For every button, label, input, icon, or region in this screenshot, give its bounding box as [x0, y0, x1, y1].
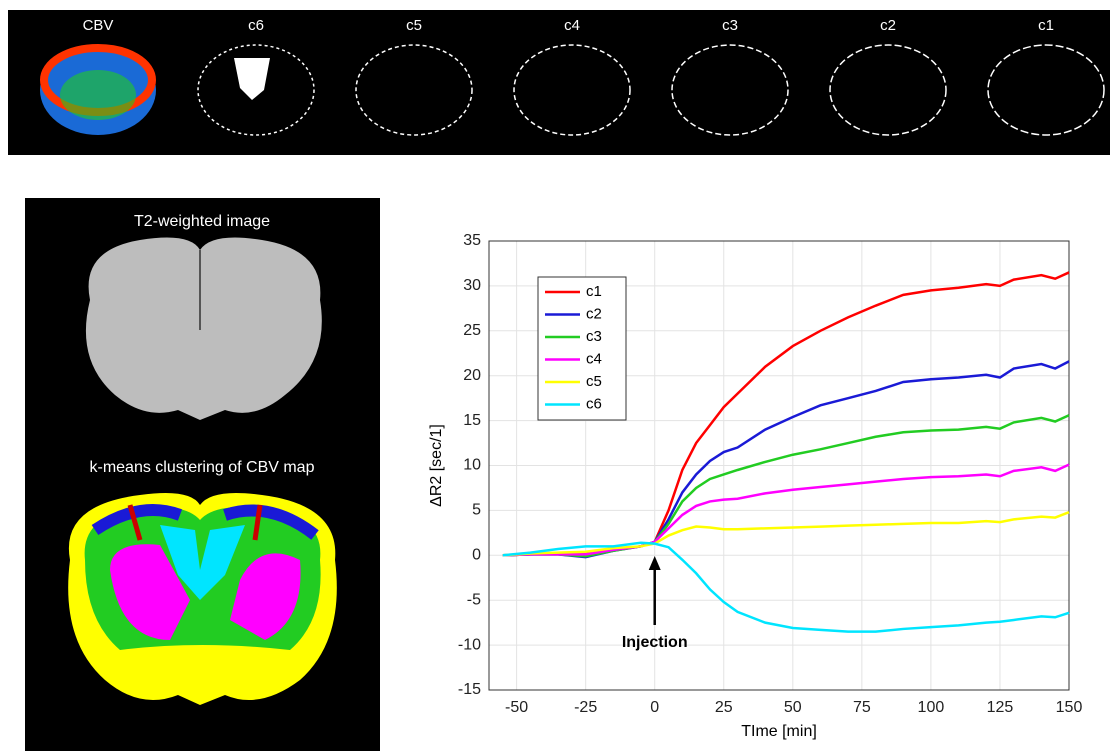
x-tick-label: 150	[1056, 699, 1083, 716]
y-tick-label: 10	[463, 457, 481, 474]
thumbnail-label: CBV	[83, 17, 114, 34]
legend-label: c1	[586, 283, 602, 300]
cluster-image	[68, 493, 337, 705]
x-tick-label: 25	[715, 699, 733, 716]
x-axis-label: TIme [min]	[741, 723, 817, 740]
thumbnail-label: c1	[1038, 17, 1054, 34]
thumbnail-label: c2	[880, 17, 896, 34]
x-tick-label: 0	[650, 699, 659, 716]
x-tick-label: 125	[987, 699, 1014, 716]
legend-label: c5	[586, 373, 602, 390]
x-tick-label: 75	[853, 699, 871, 716]
brain-outline	[830, 45, 946, 135]
cbv-mid	[60, 70, 136, 120]
figure-svg: T2-weighted image k-means clustering of …	[0, 0, 1118, 751]
annotation-text: Injection	[622, 634, 688, 651]
thumbnail-label: c4	[564, 17, 580, 34]
y-tick-label: 20	[463, 367, 481, 384]
y-tick-label: 30	[463, 277, 481, 294]
y-tick-label: -15	[458, 681, 481, 698]
legend-label: c4	[586, 350, 602, 367]
y-tick-label: -5	[467, 591, 481, 608]
legend-box	[538, 277, 626, 420]
x-tick-label: -50	[505, 699, 528, 716]
y-tick-label: 35	[463, 232, 481, 249]
legend-label: c6	[586, 395, 602, 412]
brain-outline	[356, 45, 472, 135]
legend-label: c2	[586, 305, 602, 322]
y-tick-label: 5	[472, 502, 481, 519]
figure: T2-weighted image k-means clustering of …	[0, 0, 1118, 751]
y-axis-label: ΔR2 [sec/1]	[428, 424, 445, 507]
legend-label: c3	[586, 328, 602, 345]
x-tick-label: 100	[918, 699, 945, 716]
thumbnail-label: c3	[722, 17, 738, 34]
panel-title: T2-weighted image	[134, 213, 270, 230]
thumbnail-label: c6	[248, 17, 264, 34]
brain-outline	[672, 45, 788, 135]
t2-image	[86, 238, 322, 420]
y-tick-label: 15	[463, 412, 481, 429]
y-tick-label: 0	[472, 547, 481, 564]
thumbnail-label: c5	[406, 17, 422, 34]
y-tick-label: 25	[463, 322, 481, 339]
brain-outline	[514, 45, 630, 135]
x-tick-label: -25	[574, 699, 597, 716]
brain-outline	[988, 45, 1104, 135]
y-tick-label: -10	[458, 636, 481, 653]
panel-title: k-means clustering of CBV map	[90, 459, 315, 476]
x-tick-label: 50	[784, 699, 802, 716]
